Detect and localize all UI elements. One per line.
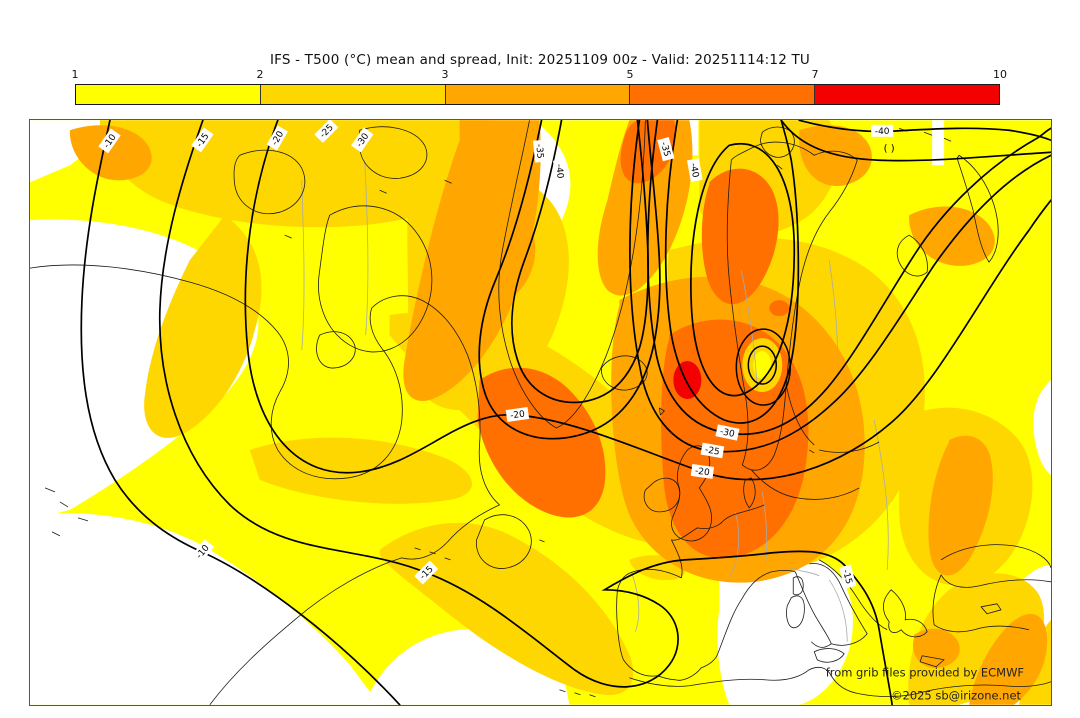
svg-text:-40: -40	[688, 162, 700, 178]
svg-text:-20: -20	[694, 466, 710, 478]
low-center-yellow-spot	[753, 351, 772, 380]
legend-color-bar	[75, 84, 1000, 105]
legend-tick: 5	[626, 68, 634, 81]
country-borders	[301, 160, 889, 642]
contour-minus25	[629, 120, 1051, 453]
contour-label: -35	[533, 139, 547, 163]
contour-minus35-ring	[664, 120, 800, 424]
attribution-line2: ©2025 sb@irizone.net	[891, 689, 1021, 703]
chart-title: IFS - T500 (°C) mean and spread, Init: 2…	[269, 52, 811, 68]
spread-fill-layer	[30, 120, 1051, 705]
contour-minus20	[244, 120, 1051, 481]
legend-tick: 3	[441, 68, 449, 81]
contour-minus40-ring	[690, 142, 796, 397]
legend-tick-labels: 1 2 3 5 7 10	[71, 68, 1008, 84]
contour-low-outer	[735, 328, 792, 406]
spread-max-red-blob	[673, 361, 702, 400]
svg-text:-20: -20	[510, 409, 526, 421]
contour-label: -20	[690, 463, 715, 479]
contour-minus35-greenland	[478, 120, 661, 440]
attribution: from grib files provided by ECMWF ©2025 …	[826, 666, 1024, 703]
svg-text:-35: -35	[658, 141, 671, 158]
contour-label: -40	[871, 124, 894, 137]
weather-map: -10 -15 -20 -25-30-35-40-35-40-40-20-30-25-…	[30, 120, 1051, 705]
legend-tick: 10	[993, 68, 1007, 81]
legend-tick: 1	[71, 68, 79, 81]
contour-minus40-topright	[798, 120, 1051, 142]
extrema-marker: ( )	[884, 143, 895, 154]
contour-label: -20	[505, 407, 530, 422]
legend-tick: 2	[256, 68, 264, 81]
map-frame: -10 -15 -20 -25 -30 -35 -40 -35 -40 -40 -20 -30 -25-…	[29, 119, 1052, 706]
contour-label: -40	[553, 159, 567, 183]
contour-minus30	[647, 120, 1051, 436]
attribution-line1: from grib files provided by ECMWF	[826, 666, 1024, 680]
contour-minus10	[80, 120, 401, 705]
contour-minus15	[158, 120, 894, 705]
svg-text:-40: -40	[553, 164, 564, 180]
svg-text:-25: -25	[704, 445, 720, 457]
legend-tick: 7	[811, 68, 819, 81]
contour-label: -15	[839, 564, 857, 589]
legend-segment-0	[76, 85, 260, 104]
legend-segment-3	[629, 85, 815, 104]
legend-segment-1	[259, 85, 445, 104]
legend-segment-4	[814, 85, 999, 104]
svg-text:-30: -30	[719, 427, 736, 440]
spread-legend: 1 2 3 5 7 10	[71, 68, 1008, 105]
svg-text:-15: -15	[840, 569, 853, 586]
contour-east-1	[780, 120, 1051, 162]
t500-contours	[80, 120, 1051, 705]
svg-text:-35: -35	[533, 144, 544, 160]
contour-label: -30	[715, 424, 740, 441]
contour-label: -35	[657, 136, 675, 162]
legend-segment-2	[444, 85, 630, 104]
contour-low-inner	[747, 345, 778, 385]
contour-minus40-greenland	[511, 120, 649, 404]
contour-label-layer: -10 -15 -20 -25-30-35-40-35-40-40-20-30-25-…	[98, 120, 894, 589]
contour-label: -40	[687, 158, 703, 183]
svg-text:-40: -40	[875, 127, 890, 137]
contour-label: -25	[700, 442, 725, 459]
